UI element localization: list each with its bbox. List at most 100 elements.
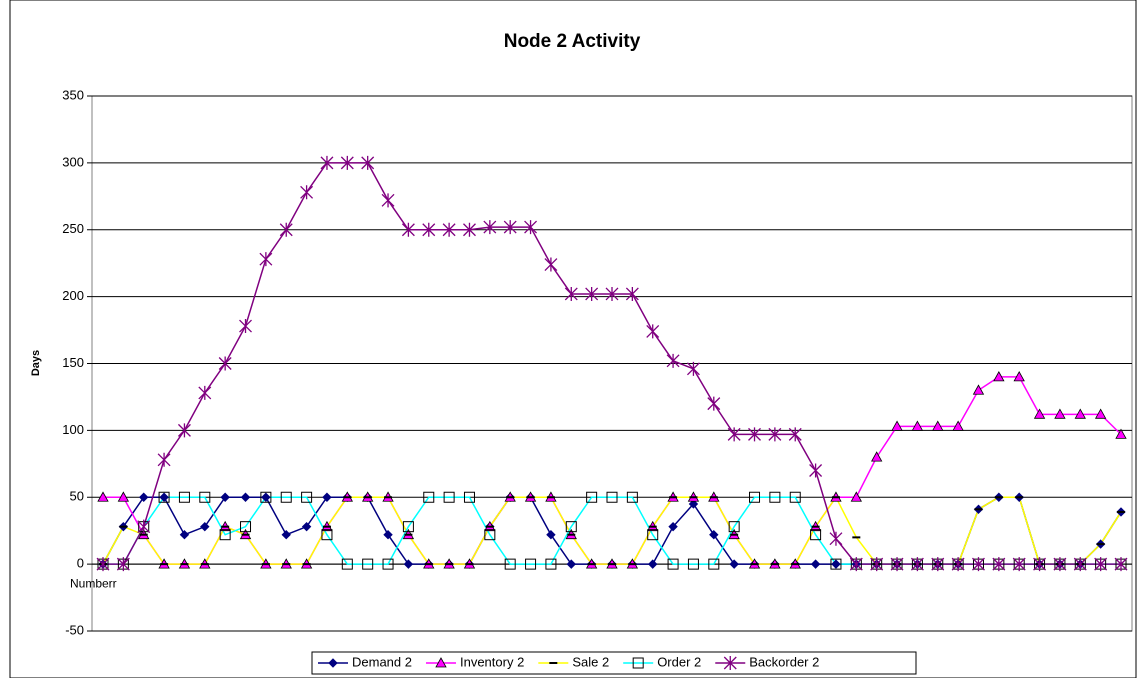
point xyxy=(403,559,414,569)
point xyxy=(261,492,271,502)
point xyxy=(279,222,293,237)
point xyxy=(218,356,232,371)
point xyxy=(931,557,945,572)
point xyxy=(259,252,273,267)
point xyxy=(830,558,842,570)
point xyxy=(322,492,332,502)
point xyxy=(1013,371,1025,382)
point xyxy=(810,529,822,541)
point xyxy=(117,491,130,502)
legend-label: Order 2 xyxy=(657,654,701,669)
point xyxy=(423,491,435,503)
point xyxy=(178,491,190,503)
point xyxy=(383,529,393,540)
point xyxy=(709,529,719,540)
point xyxy=(564,286,578,301)
point xyxy=(666,353,680,368)
legend-marker xyxy=(723,656,737,670)
point xyxy=(220,492,230,502)
point xyxy=(179,529,190,540)
point xyxy=(668,521,678,532)
point xyxy=(831,559,841,569)
y-axis-label: Days xyxy=(30,350,42,376)
point xyxy=(748,427,761,442)
point xyxy=(1053,557,1067,572)
point xyxy=(300,185,314,200)
point xyxy=(769,491,781,503)
point xyxy=(443,491,455,503)
point xyxy=(911,420,924,431)
point xyxy=(891,420,903,431)
point xyxy=(219,529,231,541)
point xyxy=(96,557,110,572)
point xyxy=(809,463,823,478)
point xyxy=(463,491,475,503)
point xyxy=(97,491,109,502)
point xyxy=(321,529,333,541)
point xyxy=(585,286,599,301)
point xyxy=(301,521,312,532)
point xyxy=(1114,557,1128,572)
point xyxy=(1115,428,1127,439)
point xyxy=(992,557,1006,572)
point xyxy=(870,557,884,572)
point xyxy=(829,531,843,546)
point xyxy=(687,558,699,570)
point xyxy=(1054,408,1066,419)
point xyxy=(524,220,538,235)
point xyxy=(280,491,292,503)
point xyxy=(890,557,904,572)
point xyxy=(159,492,169,502)
point xyxy=(340,155,354,170)
chart-title: Node 2 Activity xyxy=(504,31,641,52)
point xyxy=(1094,557,1108,572)
point xyxy=(198,385,212,400)
point xyxy=(1012,557,1026,572)
point xyxy=(686,361,700,376)
point xyxy=(972,384,985,395)
point xyxy=(240,492,251,502)
point xyxy=(503,220,517,235)
point xyxy=(199,491,211,503)
point xyxy=(240,521,252,533)
point xyxy=(504,558,516,570)
point xyxy=(1094,408,1107,419)
point xyxy=(605,286,619,301)
point xyxy=(625,286,639,301)
point xyxy=(566,559,576,569)
point xyxy=(546,529,556,540)
point xyxy=(200,521,210,532)
point xyxy=(951,557,965,572)
legend-marker xyxy=(632,657,644,669)
point xyxy=(442,222,456,237)
point xyxy=(789,491,801,503)
point xyxy=(260,491,272,503)
point xyxy=(1073,557,1087,572)
point xyxy=(810,559,821,569)
y-tick-label: 200 xyxy=(62,288,84,303)
legend-label: Backorder 2 xyxy=(749,654,819,669)
point xyxy=(139,492,149,502)
point xyxy=(137,519,151,534)
y-tick-label: 0 xyxy=(77,556,84,571)
point xyxy=(381,193,395,208)
point xyxy=(768,427,782,442)
point xyxy=(647,529,659,541)
point xyxy=(688,499,699,509)
point xyxy=(401,222,415,237)
legend-label: Sale 2 xyxy=(572,654,609,669)
legend-label: Demand 2 xyxy=(352,654,412,669)
point xyxy=(586,491,598,503)
legend-marker xyxy=(435,657,447,668)
point xyxy=(177,423,191,438)
point xyxy=(749,491,761,503)
point xyxy=(239,319,252,334)
x-axis-label: Numberr xyxy=(70,576,117,590)
legend-label: Inventory 2 xyxy=(460,654,524,669)
point xyxy=(646,324,660,339)
point xyxy=(850,491,862,502)
point xyxy=(871,451,883,462)
point xyxy=(402,521,414,533)
